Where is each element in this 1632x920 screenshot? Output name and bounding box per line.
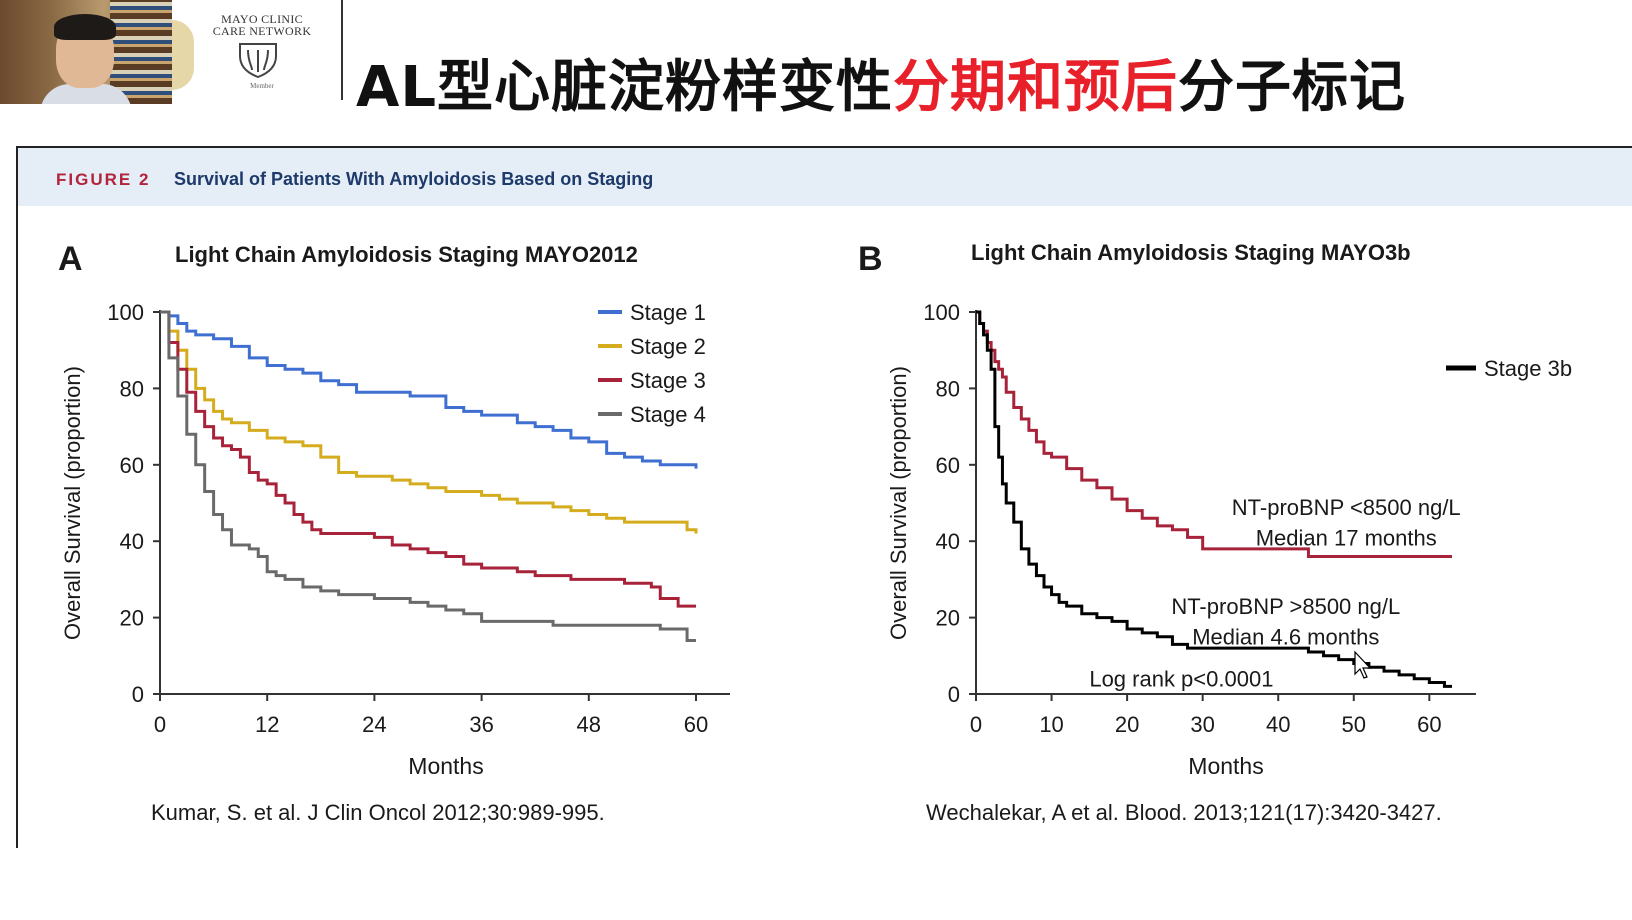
panel-a-series-stage-2 — [160, 310, 698, 534]
panel-b-y-tick-label: 20 — [936, 606, 960, 631]
panel-a-y-tick-label: 100 — [107, 300, 144, 325]
logo-swoosh — [172, 20, 194, 90]
panel-b-x-tick-label: 30 — [1190, 712, 1214, 737]
mayo-clinic-logo: MAYO CLINIC CARE NETWORK Member — [172, 0, 342, 104]
panel-a-x-tick-label: 36 — [469, 712, 493, 737]
panel-b-x-tick-label: 10 — [1039, 712, 1063, 737]
panel-b-annotation: NT-proBNP <8500 ng/L — [1232, 495, 1461, 520]
logo-member-text: Member — [250, 82, 274, 90]
panel-b-annotation: Median 4.6 months — [1192, 625, 1379, 650]
title-suffix: 分子标记 — [1178, 55, 1407, 120]
panel-a-citation: Kumar, S. et al. J Clin Oncol 2012;30:98… — [151, 800, 605, 825]
panel-a-y-tick-label: 0 — [132, 682, 144, 707]
panel-a-y-tick-label: 40 — [120, 529, 144, 554]
title-highlight: 分期和预后 — [893, 55, 1179, 120]
panel-b-letter: B — [858, 240, 883, 278]
logo-line-2: CARE NETWORK — [212, 24, 312, 38]
panel-a-y-tick-label: 20 — [120, 606, 144, 631]
panel-a-y-tick-label: 80 — [120, 376, 144, 401]
panel-a-legend-label: Stage 3 — [630, 368, 706, 393]
mayo-shield-icon — [239, 43, 277, 78]
panel-a-x-tick-label: 0 — [154, 712, 166, 737]
panel-b-annotation: Log rank p<0.0001 — [1089, 667, 1273, 692]
title-prefix: AL型心脏淀粉样变性 — [356, 55, 894, 120]
panel-a-x-tick-label: 12 — [255, 712, 279, 737]
presenter-hair — [54, 14, 116, 40]
logo-line-1: MAYO CLINIC — [221, 12, 303, 26]
panel-b-xlabel: Months — [1188, 753, 1263, 779]
panel-b-x-tick-label: 40 — [1266, 712, 1290, 737]
panel-b-y-tick-label: 80 — [936, 376, 960, 401]
panel-b-x-tick-label: 50 — [1342, 712, 1366, 737]
panel-b-legend-label: Stage 3b — [1484, 356, 1572, 381]
figure-caption: Survival of Patients With Amyloidosis Ba… — [174, 169, 654, 189]
panel-a-series-stage-3 — [160, 310, 696, 608]
panel-b-x-tick-label: 20 — [1115, 712, 1139, 737]
figure-label: FIGURE 2 — [56, 170, 151, 189]
bookshelf — [110, 0, 172, 104]
presenter-shirt — [40, 84, 132, 104]
panel-b-y-tick-label: 0 — [948, 682, 960, 707]
panel-a-x-tick-label: 24 — [362, 712, 386, 737]
panel-a-series-stage-1 — [160, 310, 698, 469]
slide-title: AL型心脏淀粉样变性分期和预后分子标记 — [356, 42, 1406, 123]
presenter-webcam — [0, 0, 172, 104]
panel-b-annotation: Median 17 months — [1256, 525, 1437, 550]
panel-b-x-tick-label: 0 — [970, 712, 982, 737]
panel-a-y-tick-label: 60 — [120, 453, 144, 478]
panel-b-y-tick-label: 100 — [923, 300, 960, 325]
panel-a-x-tick-label: 60 — [684, 712, 708, 737]
panel-a-x-tick-label: 48 — [577, 712, 601, 737]
header-divider — [341, 0, 343, 100]
panel-b-series-nt-probnp-8500-ng-l — [976, 310, 1452, 558]
figure-frame-top — [16, 146, 1632, 148]
panel-b-y-tick-label: 60 — [936, 453, 960, 478]
panel-b-citation: Wechalekar, A et al. Blood. 2013;121(17)… — [926, 800, 1442, 825]
panel-b-ylabel: Overall Survival (proportion) — [886, 366, 911, 640]
panel-a-legend-label: Stage 1 — [630, 300, 706, 325]
panel-a-xlabel: Months — [408, 753, 483, 779]
panel-a-series-stage-4 — [160, 310, 696, 643]
panel-a-legend-label: Stage 4 — [630, 402, 706, 427]
panel-a-legend-label: Stage 2 — [630, 334, 706, 359]
panel-a-letter: A — [58, 240, 83, 278]
panel-a-title: Light Chain Amyloidosis Staging MAYO2012 — [175, 242, 638, 267]
panel-b-annotation: NT-proBNP >8500 ng/L — [1171, 594, 1400, 619]
panel-b-x-tick-label: 60 — [1417, 712, 1441, 737]
panel-a-ylabel: Overall Survival (proportion) — [60, 366, 85, 640]
panel-b-y-tick-label: 40 — [936, 529, 960, 554]
figure-frame-left — [16, 146, 18, 848]
figure-header: FIGURE 2 Survival of Patients With Amylo… — [18, 148, 1632, 206]
mouse-cursor-icon — [1354, 650, 1372, 679]
panel-b-title: Light Chain Amyloidosis Staging MAYO3b — [971, 240, 1411, 265]
